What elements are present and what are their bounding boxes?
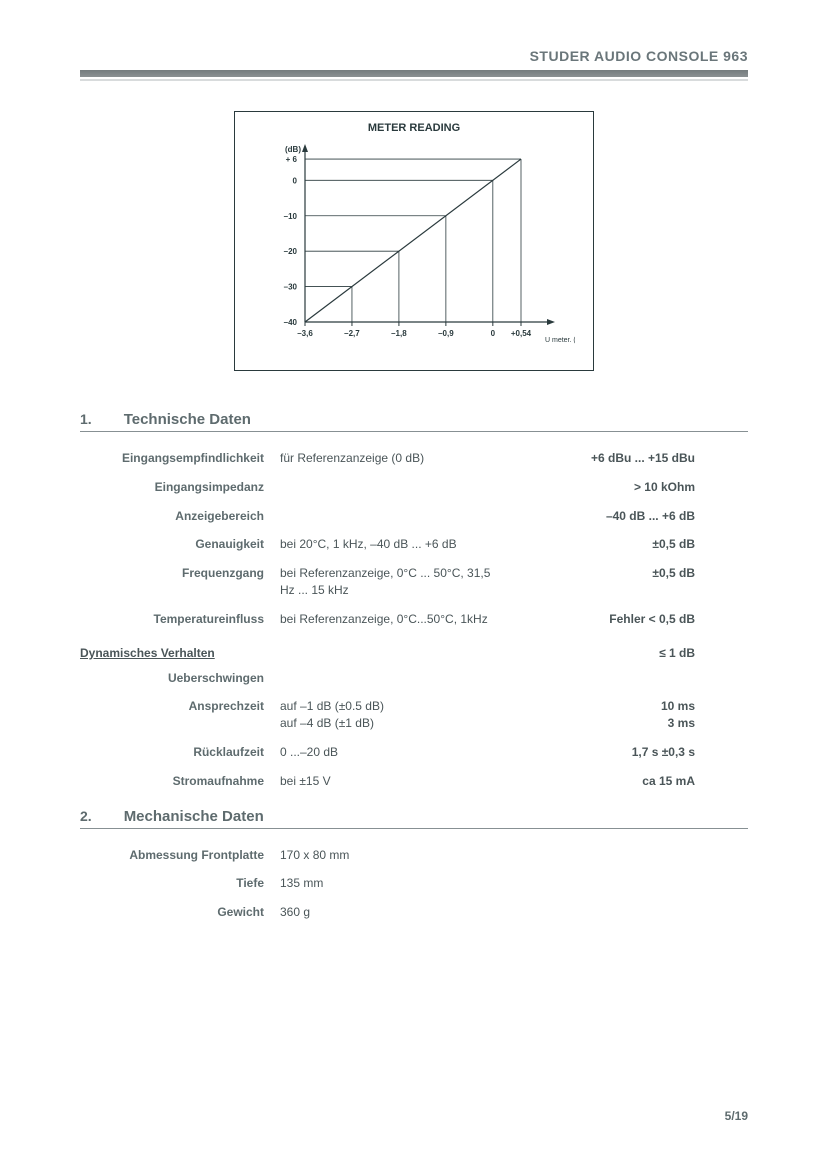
svg-text:+ 6: + 6: [286, 155, 298, 164]
header-title: STUDER AUDIO CONSOLE 963: [80, 48, 748, 64]
spec-label: Temperatureinfluss: [80, 611, 280, 628]
spec-value: ±0,5 dB: [515, 565, 695, 599]
spec-value: +6 dBu ... +15 dBu: [515, 450, 695, 467]
spec-label: Ansprechzeit: [80, 698, 280, 732]
spec-row: Gewicht360 g: [80, 904, 748, 921]
spec-label: Anzeigebereich: [80, 508, 280, 525]
spec-condition: [280, 479, 515, 496]
meter-reading-chart: METER READING (dB) U meter. (V) + 6 0 –10 –20…: [234, 111, 594, 371]
spec-label: Eingangsempfindlichkeit: [80, 450, 280, 467]
spec-row: Temperatureinflussbei Referenzanzeige, 0…: [80, 611, 748, 628]
svg-text:0: 0: [491, 329, 496, 338]
spec-condition: 360 g: [280, 904, 515, 921]
spec-condition: für Referenzanzeige (0 dB): [280, 450, 515, 467]
svg-text:–30: –30: [284, 283, 298, 292]
section1-number: 1.: [80, 411, 92, 427]
page-number: 5/19: [725, 1109, 748, 1123]
spec-condition: 0 ...–20 dB: [280, 744, 515, 761]
spec-value: > 10 kOhm: [515, 479, 695, 496]
spec-value: [515, 875, 695, 892]
chart-svg: (dB) U meter. (V) + 6 0 –10 –20 –30 –40 –3,6 –2,7…: [255, 142, 575, 362]
spec-condition: 135 mm: [280, 875, 515, 892]
spec-label: Tiefe: [80, 875, 280, 892]
spec-value: Fehler < 0,5 dB: [515, 611, 695, 628]
spec-row: Anzeigebereich –40 dB ... +6 dB: [80, 508, 748, 525]
svg-text:–20: –20: [284, 247, 298, 256]
chart-title: METER READING: [235, 122, 593, 134]
section1-title: Technische Daten: [124, 411, 251, 428]
spec-value: [515, 904, 695, 921]
spec-row: Stromaufnahmebei ±15 Vca 15 mA: [80, 773, 748, 790]
spec-label: Rücklaufzeit: [80, 744, 280, 761]
spec-label: Gewicht: [80, 904, 280, 921]
spec-row: Eingangsimpedanz > 10 kOhm: [80, 479, 748, 496]
svg-text:–1,8: –1,8: [391, 329, 407, 338]
spec-condition: bei Referenzanzeige, 0°C ... 50°C, 31,5 …: [280, 565, 515, 599]
spec-condition: 170 x 80 mm: [280, 847, 515, 864]
spec-condition: auf –1 dB (±0.5 dB) auf –4 dB (±1 dB): [280, 698, 515, 732]
spec-condition: bei Referenzanzeige, 0°C...50°C, 1kHz: [280, 611, 515, 628]
svg-text:–2,7: –2,7: [344, 329, 360, 338]
spec-label: Abmessung Frontplatte: [80, 847, 280, 864]
spec-row: Rücklaufzeit0 ...–20 dB1,7 s ±0,3 s: [80, 744, 748, 761]
section2-title: Mechanische Daten: [124, 808, 264, 825]
spec-value: 10 ms 3 ms: [515, 698, 695, 732]
svg-text:(dB): (dB): [285, 145, 301, 154]
spec-label: Genauigkeit: [80, 536, 280, 553]
header-rule-thick: [80, 70, 748, 77]
section2-number: 2.: [80, 808, 92, 824]
spec-row: Eingangsempfindlichkeitfür Referenzanzei…: [80, 450, 748, 467]
spec-condition: [280, 508, 515, 525]
spec-label: Stromaufnahme: [80, 773, 280, 790]
section2-specs: Abmessung Frontplatte170 x 80 mmTiefe135…: [80, 847, 748, 921]
svg-text:0: 0: [293, 176, 298, 185]
spec-row: Genauigkeitbei 20°C, 1 kHz, –40 dB ... +…: [80, 536, 748, 553]
svg-text:–40: –40: [284, 318, 298, 327]
spec-value: [515, 670, 695, 687]
spec-value: –40 dB ... +6 dB: [515, 508, 695, 525]
section2-header: 2. Mechanische Daten: [80, 808, 748, 829]
section1-subhead-value: ≤ 1 dB: [659, 646, 748, 660]
spec-row: Tiefe135 mm: [80, 875, 748, 892]
svg-text:–0,9: –0,9: [438, 329, 454, 338]
spec-row: Frequenzgangbei Referenzanzeige, 0°C ...…: [80, 565, 748, 599]
page: STUDER AUDIO CONSOLE 963 METER READING (…: [0, 0, 828, 1169]
section1-specs-dynamic: Ueberschwingen Ansprechzeitauf –1 dB (±0.…: [80, 670, 748, 790]
spec-row: Ueberschwingen: [80, 670, 748, 687]
spec-condition: bei ±15 V: [280, 773, 515, 790]
spec-label: Frequenzgang: [80, 565, 280, 599]
section1-subhead: Dynamisches Verhalten: [80, 646, 215, 660]
svg-text:–10: –10: [284, 212, 298, 221]
spec-row: Ansprechzeitauf –1 dB (±0.5 dB) auf –4 d…: [80, 698, 748, 732]
spec-value: ±0,5 dB: [515, 536, 695, 553]
spec-value: ca 15 mA: [515, 773, 695, 790]
svg-text:+0,54: +0,54: [511, 329, 532, 338]
spec-row: Abmessung Frontplatte170 x 80 mm: [80, 847, 748, 864]
spec-condition: [280, 670, 515, 687]
spec-value: 1,7 s ±0,3 s: [515, 744, 695, 761]
section1-specs: Eingangsempfindlichkeitfür Referenzanzei…: [80, 450, 748, 628]
svg-text:–3,6: –3,6: [297, 329, 313, 338]
spec-label: Eingangsimpedanz: [80, 479, 280, 496]
spec-label: Ueberschwingen: [80, 670, 280, 687]
section1-header: 1. Technische Daten: [80, 411, 748, 432]
spec-value: [515, 847, 695, 864]
spec-condition: bei 20°C, 1 kHz, –40 dB ... +6 dB: [280, 536, 515, 553]
header-rule-thin: [80, 79, 748, 81]
svg-text:U meter. (V): U meter. (V): [545, 337, 575, 344]
